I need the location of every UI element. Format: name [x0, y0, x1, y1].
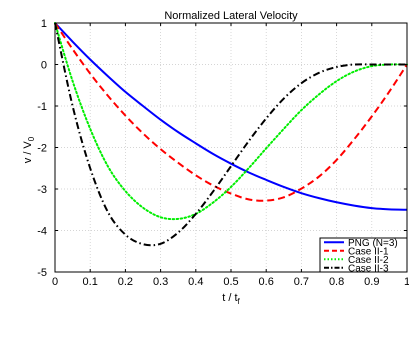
plot-area — [54, 22, 408, 273]
series-line-3 — [54, 22, 408, 221]
x-axis-label: t / tf — [222, 292, 240, 306]
series-lines — [54, 22, 408, 247]
series-line-2 — [54, 22, 408, 202]
x-tick-label: 0.5 — [223, 276, 238, 288]
x-tick-labels: 0 0.1 0.2 0.3 0.4 0.5 0.6 0.7 0.8 0.9 1 — [52, 276, 409, 288]
y-tick-label: -2 — [37, 143, 47, 155]
y-tick-label: -3 — [37, 184, 47, 196]
series-line-1 — [54, 22, 408, 211]
x-tick-label: 0.7 — [294, 276, 309, 288]
y-tick-label: 1 — [41, 18, 47, 30]
plot-background — [55, 23, 407, 272]
x-tick-label: 0.6 — [259, 276, 274, 288]
legend-label-4: Case II-3 — [348, 263, 389, 274]
series-line-4 — [54, 22, 407, 247]
y-tick-label: -5 — [37, 267, 47, 279]
legend-label-2: Case II-1 — [348, 246, 389, 257]
x-tick-label: 1 — [404, 276, 409, 288]
x-tick-label: 0.1 — [83, 276, 98, 288]
y-tick-label: 0 — [41, 60, 47, 72]
y-tick-label: -4 — [37, 226, 47, 238]
x-tick-label: 0.2 — [118, 276, 133, 288]
legend-box — [319, 237, 408, 273]
x-tick-label: 0.4 — [188, 276, 203, 288]
x-tick-label: 0.3 — [153, 276, 168, 288]
grid-lines — [55, 23, 407, 272]
x-tick-label: 0 — [52, 276, 58, 288]
x-tick-label: 0.8 — [329, 276, 344, 288]
y-axis-label: v / V0 — [22, 136, 36, 163]
legend-label-3: Case II-2 — [348, 255, 389, 266]
legend-label-1: PNG (N=3) — [348, 238, 398, 249]
y-tick-labels: 1 0 -1 -2 -3 -4 -5 — [37, 18, 47, 279]
axis-ticks — [54, 22, 408, 273]
chart-title: Normalized Lateral Velocity — [164, 10, 298, 22]
x-tick-label: 0.9 — [364, 276, 379, 288]
y-tick-label: -1 — [37, 101, 47, 113]
